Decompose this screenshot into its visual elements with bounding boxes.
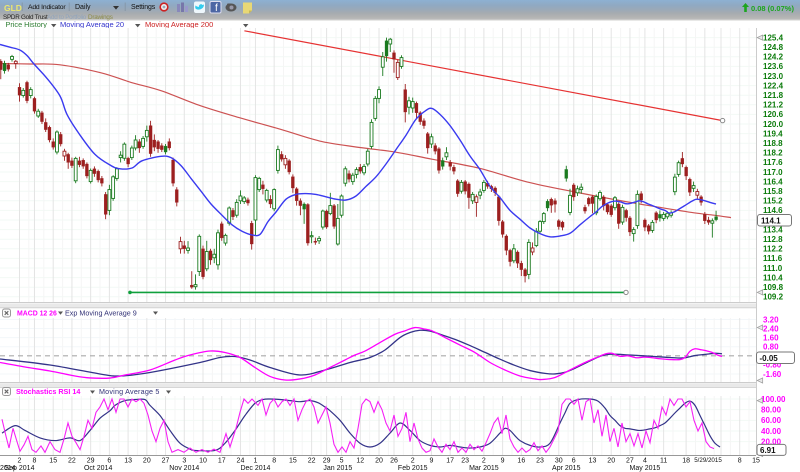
svg-text:112.2: 112.2 xyxy=(763,245,783,254)
svg-text:22: 22 xyxy=(68,458,76,465)
svg-text:Apr 2015: Apr 2015 xyxy=(552,465,581,472)
svg-text:24: 24 xyxy=(237,458,245,465)
svg-text:115.2: 115.2 xyxy=(763,197,783,206)
svg-text:f: f xyxy=(215,3,218,14)
svg-text:111.6: 111.6 xyxy=(763,254,783,263)
svg-text:Feb 2015: Feb 2015 xyxy=(398,465,428,472)
svg-text:4: 4 xyxy=(643,458,647,465)
svg-text:20: 20 xyxy=(375,458,383,465)
svg-text:6: 6 xyxy=(107,458,111,465)
svg-text:60.00: 60.00 xyxy=(761,416,782,425)
svg-text:111.0: 111.0 xyxy=(763,264,783,273)
svg-text:2: 2 xyxy=(482,458,486,465)
svg-text:Jan 2015: Jan 2015 xyxy=(323,465,352,472)
svg-text:Stochastics RSI 14: Stochastics RSI 14 xyxy=(16,387,80,396)
svg-text:5/29/2015: 5/29/2015 xyxy=(694,457,722,464)
svg-text:18: 18 xyxy=(682,458,690,465)
svg-text:121.2: 121.2 xyxy=(763,101,784,110)
svg-text:110.4: 110.4 xyxy=(763,273,783,282)
svg-text:124.2: 124.2 xyxy=(763,53,784,62)
svg-text:8: 8 xyxy=(738,458,742,465)
svg-text:122.4: 122.4 xyxy=(763,81,784,90)
svg-text:Nov 2014: Nov 2014 xyxy=(169,465,199,472)
svg-text:1: 1 xyxy=(253,458,257,465)
svg-text:17: 17 xyxy=(446,458,454,465)
svg-text:Sep 2014: Sep 2014 xyxy=(5,465,35,472)
svg-text:23: 23 xyxy=(536,458,544,465)
svg-text:16: 16 xyxy=(517,458,525,465)
svg-text:10: 10 xyxy=(199,458,207,465)
svg-text:119.4: 119.4 xyxy=(763,129,783,138)
svg-text:Mar 2015: Mar 2015 xyxy=(469,465,499,472)
svg-text:8: 8 xyxy=(33,458,37,465)
svg-text:-0.80: -0.80 xyxy=(763,361,782,370)
svg-text:30: 30 xyxy=(555,458,563,465)
svg-text:MACD 12 26: MACD 12 26 xyxy=(17,311,57,318)
svg-text:116.4: 116.4 xyxy=(763,177,783,186)
svg-text:3: 3 xyxy=(182,458,186,465)
svg-text:15: 15 xyxy=(289,458,297,465)
svg-text:117.6: 117.6 xyxy=(763,158,783,167)
svg-text:Moving Average 5: Moving Average 5 xyxy=(99,387,160,396)
svg-text:100.00: 100.00 xyxy=(761,395,786,404)
svg-text:1.60: 1.60 xyxy=(763,333,779,342)
svg-text:20: 20 xyxy=(607,458,615,465)
svg-text:12: 12 xyxy=(356,458,364,465)
svg-text:2014: 2014 xyxy=(0,465,16,472)
svg-text:22: 22 xyxy=(308,458,316,465)
svg-text:20.00: 20.00 xyxy=(761,437,782,446)
svg-text:114.6: 114.6 xyxy=(763,206,783,215)
svg-text:118.2: 118.2 xyxy=(763,149,783,158)
svg-text:121.8: 121.8 xyxy=(763,91,784,100)
svg-text:9: 9 xyxy=(501,458,505,465)
svg-text:Exp Moving Average 9: Exp Moving Average 9 xyxy=(65,309,137,318)
svg-text:15: 15 xyxy=(49,458,57,465)
svg-text:-1.60: -1.60 xyxy=(763,370,782,379)
svg-text:2: 2 xyxy=(18,458,22,465)
svg-text:115.8: 115.8 xyxy=(763,187,783,196)
svg-text:13: 13 xyxy=(124,458,132,465)
svg-text:123.0: 123.0 xyxy=(763,72,784,81)
svg-text:May 2015: May 2015 xyxy=(630,465,661,472)
svg-text:23: 23 xyxy=(461,458,469,465)
svg-text:109.8: 109.8 xyxy=(763,283,784,292)
svg-text:114.1: 114.1 xyxy=(761,216,781,225)
svg-text:26: 26 xyxy=(390,458,398,465)
svg-text:-0.05: -0.05 xyxy=(760,354,779,363)
svg-text:125.4: 125.4 xyxy=(763,33,784,42)
svg-text:29: 29 xyxy=(323,458,331,465)
svg-text:109.2: 109.2 xyxy=(763,293,784,302)
svg-text:5: 5 xyxy=(340,458,344,465)
svg-text:80.00: 80.00 xyxy=(761,405,782,414)
svg-text:112.8: 112.8 xyxy=(763,235,783,244)
svg-text:13: 13 xyxy=(589,458,597,465)
svg-text:3.20: 3.20 xyxy=(763,315,779,324)
svg-text:118.8: 118.8 xyxy=(763,139,783,148)
svg-text:6.91: 6.91 xyxy=(760,446,776,455)
svg-text:123.6: 123.6 xyxy=(763,62,784,71)
svg-text:17: 17 xyxy=(218,458,226,465)
svg-text:11: 11 xyxy=(660,458,667,465)
svg-text:124.8: 124.8 xyxy=(763,43,784,52)
svg-text:40.00: 40.00 xyxy=(761,427,782,436)
svg-text:29: 29 xyxy=(87,458,95,465)
svg-text:113.4: 113.4 xyxy=(763,225,783,234)
svg-text:120.6: 120.6 xyxy=(763,110,784,119)
svg-text:15: 15 xyxy=(752,458,760,465)
svg-text:2: 2 xyxy=(411,458,415,465)
svg-text:20: 20 xyxy=(143,458,151,465)
svg-text:Dec 2014: Dec 2014 xyxy=(240,465,270,472)
svg-text:117.0: 117.0 xyxy=(763,168,783,177)
svg-text:27: 27 xyxy=(626,458,634,465)
svg-text:120.0: 120.0 xyxy=(763,120,784,129)
svg-text:6: 6 xyxy=(572,458,576,465)
svg-text:9: 9 xyxy=(429,458,433,465)
svg-text:0.80: 0.80 xyxy=(763,343,779,352)
svg-text:8: 8 xyxy=(272,458,276,465)
svg-text:27: 27 xyxy=(162,458,170,465)
svg-text:2.40: 2.40 xyxy=(763,324,779,333)
svg-text:Oct 2014: Oct 2014 xyxy=(84,465,113,472)
